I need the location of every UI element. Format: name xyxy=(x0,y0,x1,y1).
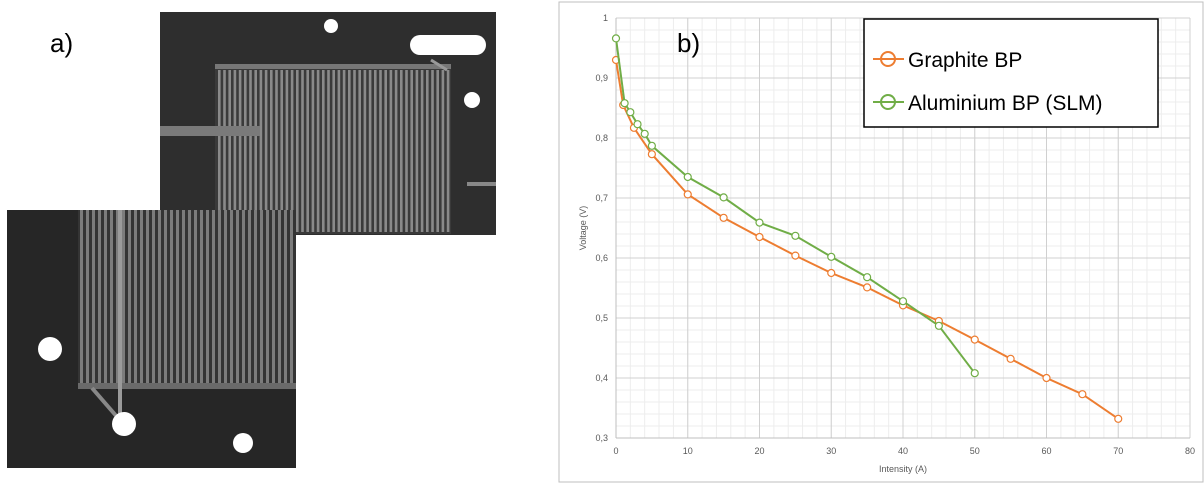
data-point xyxy=(647,141,656,150)
data-point xyxy=(1078,390,1087,399)
data-point xyxy=(934,321,943,330)
data-point xyxy=(620,99,629,108)
data-point xyxy=(827,252,836,261)
series-aluminium xyxy=(611,34,979,378)
y-tick-label: 0,4 xyxy=(595,373,608,383)
data-point xyxy=(1042,373,1051,383)
y-tick-label: 0,9 xyxy=(595,73,608,83)
y-tick-label: 0,3 xyxy=(595,433,608,443)
data-point xyxy=(719,213,728,222)
data-point xyxy=(791,231,800,240)
legend-item-graphite: Graphite BP xyxy=(873,49,1022,72)
data-point xyxy=(863,283,872,292)
data-point xyxy=(755,232,764,242)
y-tick-label: 0,7 xyxy=(595,193,608,203)
y-tick-label: 0,6 xyxy=(595,253,608,263)
data-point xyxy=(827,268,836,278)
data-point xyxy=(719,193,728,202)
polarization-chart: 0 10 20 30 40 50 60 70 80 0,3 0,4 0,5 0,6 0,7 0,8 0,9 1 I… xyxy=(558,1,1204,483)
data-point xyxy=(640,129,649,138)
x-tick-label: 30 xyxy=(826,446,836,456)
x-tick-label: 10 xyxy=(683,446,693,456)
data-point xyxy=(755,218,764,227)
legend-label-aluminium: Aluminium BP (SLM) xyxy=(908,92,1103,115)
data-point xyxy=(1114,414,1123,423)
data-point xyxy=(647,150,656,159)
data-point xyxy=(626,108,635,117)
data-point xyxy=(863,273,872,282)
x-axis-title: Intensity (A) xyxy=(879,464,927,474)
y-tick-label: 0,8 xyxy=(595,133,608,143)
legend-label-graphite: Graphite BP xyxy=(908,49,1022,72)
panel-a-label: a) xyxy=(50,28,74,58)
channel-pattern-top xyxy=(218,70,450,232)
panel-b-label: b) xyxy=(677,28,700,58)
y-tick-label: 0,5 xyxy=(595,313,608,323)
data-point xyxy=(683,190,692,199)
channel-pattern-bottom xyxy=(80,210,293,384)
x-tick-label: 80 xyxy=(1185,446,1195,456)
y-tick-label: 1 xyxy=(603,13,608,23)
chart-legend: Graphite BP Aluminium BP (SLM) xyxy=(863,18,1159,128)
xray-images xyxy=(7,12,496,468)
chart-series xyxy=(611,34,1123,423)
data-point xyxy=(683,172,692,182)
x-tick-label: 60 xyxy=(1041,446,1051,456)
data-point xyxy=(898,297,908,306)
x-tick-label: 70 xyxy=(1113,446,1123,456)
chart-axes: 0 10 20 30 40 50 60 70 80 0,3 0,4 0,5 0,6 0,7 0,8 0,9 1 I… xyxy=(578,13,1195,474)
xray-image-top xyxy=(160,12,496,235)
legend-item-aluminium: Aluminium BP (SLM) xyxy=(873,92,1103,115)
y-axis-title: Voltage (V) xyxy=(578,206,588,251)
data-point xyxy=(970,335,979,344)
x-tick-label: 0 xyxy=(613,446,618,456)
x-tick-label: 50 xyxy=(970,446,980,456)
xray-image-bottom xyxy=(7,210,296,468)
x-tick-label: 20 xyxy=(754,446,764,456)
data-point xyxy=(611,34,621,43)
x-tick-label: 40 xyxy=(898,446,908,456)
data-point xyxy=(633,120,642,129)
data-point xyxy=(970,369,979,378)
data-point xyxy=(791,251,800,260)
data-point xyxy=(1006,354,1015,363)
